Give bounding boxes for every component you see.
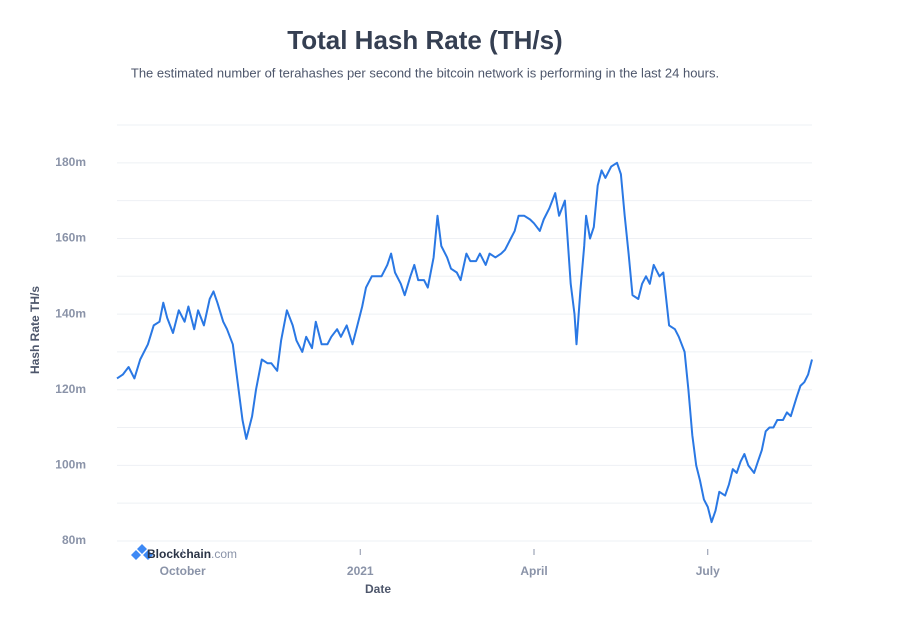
brand: Blockchain <box>131 544 211 561</box>
y-axis-label: Hash Rate TH/s <box>28 286 42 374</box>
brand-suffix: .com <box>211 547 237 561</box>
x-axis-label: Date <box>365 582 391 596</box>
x-tick-label: April <box>520 564 547 578</box>
brand-logo <box>131 544 153 560</box>
y-tick-label: 80m <box>62 533 86 547</box>
chart-subtitle: The estimated number of terahashes per s… <box>131 65 719 80</box>
brand-name: Blockchain <box>147 547 211 561</box>
y-tick-label: 120m <box>55 382 86 396</box>
y-tick-label: 160m <box>55 231 86 245</box>
y-tick-label: 100m <box>55 458 86 472</box>
data-line <box>116 161 813 524</box>
chart-title: Total Hash Rate (TH/s) <box>287 25 562 55</box>
y-tick-label: 180m <box>55 155 86 169</box>
x-tick-label: July <box>696 564 720 578</box>
y-tick-label: 140m <box>55 306 86 320</box>
x-tick-label: October <box>160 564 206 578</box>
x-tick-label: 2021 <box>347 564 374 578</box>
